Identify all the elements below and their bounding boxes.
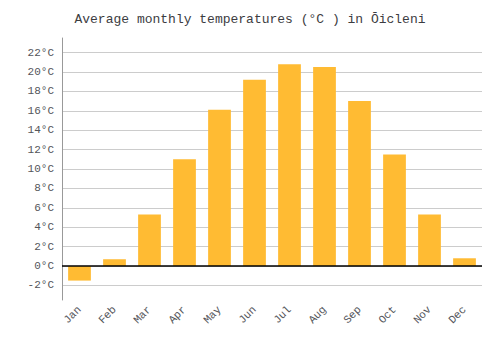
svg-text:Jun: Jun — [236, 304, 258, 326]
svg-text:12°C: 12°C — [28, 144, 55, 156]
svg-text:18°C: 18°C — [28, 85, 55, 97]
svg-text:Feb: Feb — [96, 304, 118, 326]
svg-text:Average monthly temperatures (: Average monthly temperatures (°C ) in Ōi… — [74, 12, 425, 27]
svg-text:4°C: 4°C — [34, 221, 54, 233]
svg-text:22°C: 22°C — [28, 47, 55, 59]
svg-text:Jul: Jul — [271, 304, 293, 326]
svg-text:Sep: Sep — [341, 304, 363, 326]
svg-text:0°C: 0°C — [34, 260, 54, 272]
svg-text:-2°C: -2°C — [28, 279, 55, 291]
svg-text:Nov: Nov — [411, 303, 434, 326]
svg-text:20°C: 20°C — [28, 66, 55, 78]
svg-text:Apr: Apr — [166, 304, 188, 326]
svg-text:May: May — [201, 303, 224, 326]
svg-text:Aug: Aug — [306, 304, 328, 326]
svg-text:2°C: 2°C — [34, 241, 54, 253]
svg-text:8°C: 8°C — [34, 182, 54, 194]
svg-text:Dec: Dec — [446, 304, 468, 326]
svg-text:Mar: Mar — [131, 304, 153, 326]
svg-text:14°C: 14°C — [28, 124, 55, 136]
svg-text:6°C: 6°C — [34, 202, 54, 214]
svg-text:Jan: Jan — [61, 304, 83, 326]
svg-text:Oct: Oct — [376, 304, 398, 326]
svg-text:10°C: 10°C — [28, 163, 55, 175]
svg-text:16°C: 16°C — [28, 105, 55, 117]
